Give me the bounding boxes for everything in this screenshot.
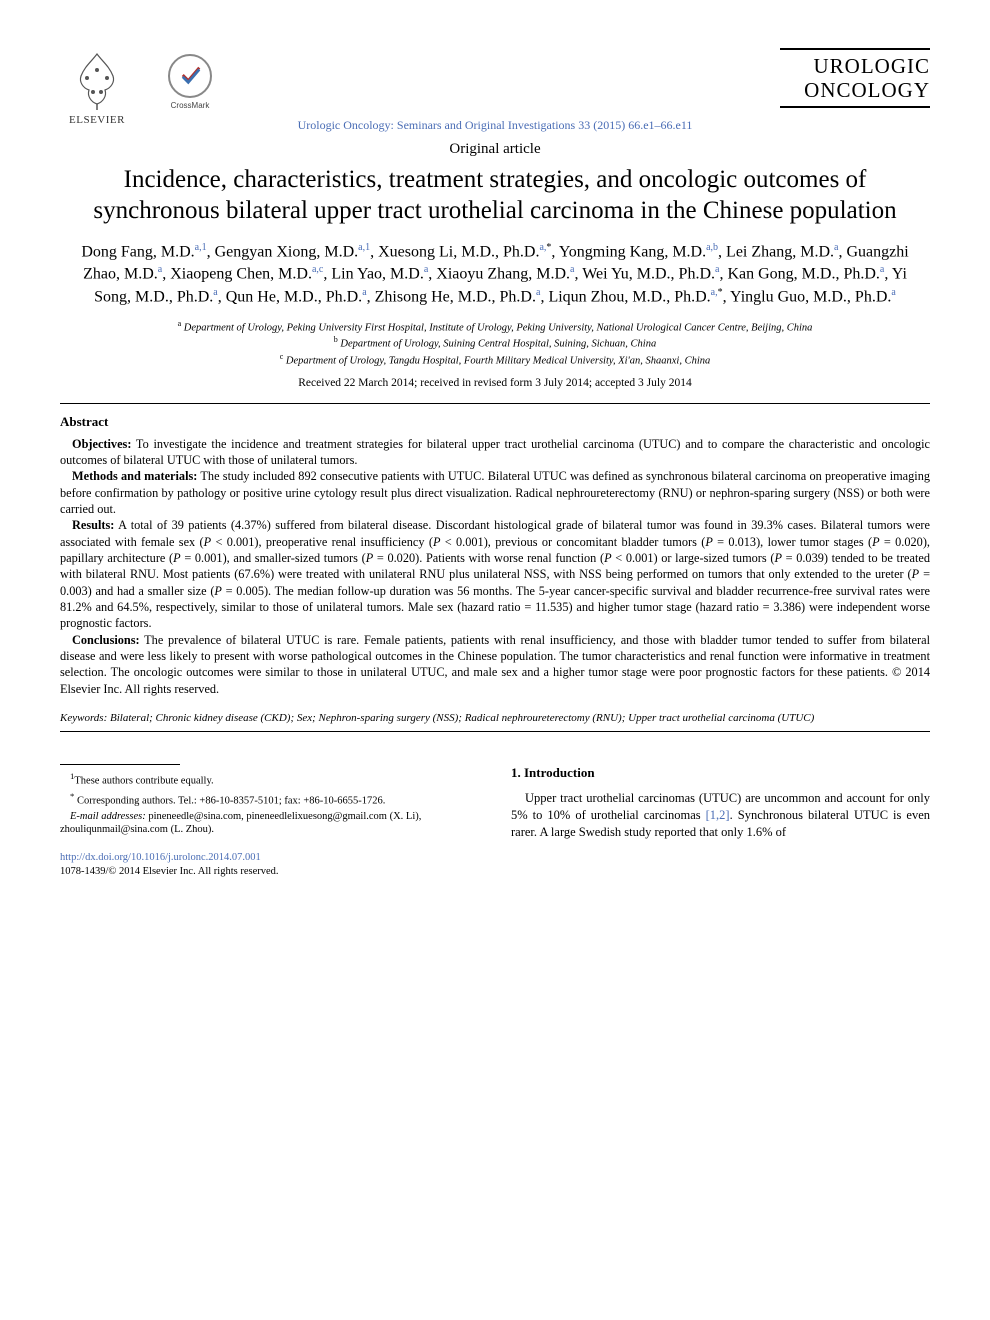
elsevier-label: ELSEVIER [69, 114, 125, 126]
abstract-objectives: Objectives: To investigate the incidence… [60, 436, 930, 469]
abstract-conclusions: Conclusions: The prevalence of bilateral… [60, 632, 930, 697]
two-column-body: 1These authors contribute equally. * Cor… [60, 764, 930, 878]
author-list: Dong Fang, M.D.a,1, Gengyan Xiong, M.D.a… [70, 241, 920, 309]
abstract-results: Results: A total of 39 patients (4.37%) … [60, 517, 930, 631]
left-column: 1These authors contribute equally. * Cor… [60, 764, 479, 878]
crossmark-label: CrossMark [171, 101, 210, 110]
horizontal-rule [60, 403, 930, 404]
abstract-methods: Methods and materials: The study include… [60, 468, 930, 517]
keywords-text: Bilateral; Chronic kidney disease (CKD);… [110, 712, 814, 724]
article-type: Original article [60, 141, 930, 158]
affiliations: a Department of Urology, Peking Universi… [60, 319, 930, 369]
affiliation-b: b Department of Urology, Suining Central… [60, 335, 930, 352]
crossmark-circle-icon [168, 54, 212, 98]
footnote-emails: E-mail addresses: pineneedle@sina.com, p… [60, 810, 479, 837]
elsevier-tree-icon [65, 48, 129, 112]
journal-title-box: UROLOGIC ONCOLOGY [780, 48, 930, 108]
keywords-label: Keywords: [60, 712, 107, 724]
journal-name-line1: UROLOGIC [780, 54, 930, 78]
page-header: ELSEVIER CrossMark UROLOGIC ONCOLOGY [60, 48, 930, 126]
footnote-equal: 1These authors contribute equally. [60, 771, 479, 788]
right-column: 1. Introduction Upper tract urothelial c… [511, 764, 930, 878]
footnotes-block: 1These authors contribute equally. * Cor… [60, 764, 479, 837]
footnote-rule [60, 764, 180, 765]
footnote-corresponding: * Corresponding authors. Tel.: +86-10-83… [60, 791, 479, 808]
section-heading-intro: 1. Introduction [511, 764, 930, 782]
horizontal-rule [60, 731, 930, 732]
article-title: Incidence, characteristics, treatment st… [80, 164, 910, 227]
article-dates: Received 22 March 2014; received in revi… [60, 377, 930, 389]
abstract-body: Objectives: To investigate the incidence… [60, 436, 930, 698]
intro-paragraph: Upper tract urothelial carcinomas (UTUC)… [511, 790, 930, 841]
elsevier-logo: ELSEVIER [60, 48, 134, 126]
keywords: Keywords: Bilateral; Chronic kidney dise… [60, 711, 930, 725]
affiliation-a: a Department of Urology, Peking Universi… [60, 319, 930, 336]
affiliation-c: c Department of Urology, Tangdu Hospital… [60, 352, 930, 369]
doi-link[interactable]: http://dx.doi.org/10.1016/j.urolonc.2014… [60, 851, 479, 865]
journal-name-line2: ONCOLOGY [780, 78, 930, 102]
issn-copyright: 1078-1439/© 2014 Elsevier Inc. All right… [60, 865, 479, 879]
crossmark-logo[interactable]: CrossMark [162, 54, 218, 110]
doi-block: http://dx.doi.org/10.1016/j.urolonc.2014… [60, 851, 479, 878]
header-left-logos: ELSEVIER CrossMark [60, 48, 218, 126]
abstract-heading: Abstract [60, 414, 930, 430]
